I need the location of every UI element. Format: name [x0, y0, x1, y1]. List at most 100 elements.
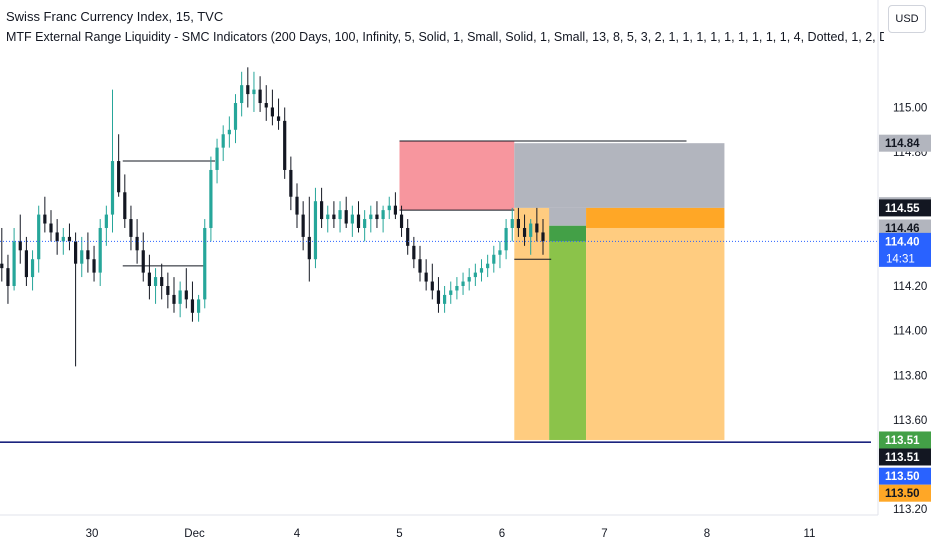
candle-59 [350, 205, 354, 237]
candle-body [393, 205, 397, 215]
candle-body [147, 272, 151, 286]
candle-body [6, 268, 10, 286]
price-tag-7: 113.50 [879, 484, 931, 502]
y-tick-label: 113.80 [893, 370, 927, 382]
price-tag-0: 114.84 [879, 134, 931, 152]
candle-body [37, 214, 41, 260]
candle-body [449, 290, 453, 295]
axes: 113.20113.60113.80114.00114.20114.80115.… [0, 0, 927, 540]
candle-2 [0, 227, 4, 282]
x-tick-label: 5 [396, 528, 402, 540]
candle-body [153, 277, 158, 286]
candle-body [190, 299, 195, 313]
candle-body [61, 236, 65, 242]
candle-body [110, 161, 115, 215]
candle-60 [356, 201, 361, 233]
candle-body [203, 227, 207, 300]
candle-body [18, 241, 22, 251]
candle-51 [301, 201, 305, 251]
candle-25 [141, 232, 145, 282]
candle-23 [129, 205, 133, 251]
candle-body [313, 201, 318, 260]
candle-body [295, 196, 299, 215]
candle-82 [492, 245, 496, 273]
premium-zone [399, 140, 515, 211]
candle-61 [363, 210, 367, 242]
candle-body [301, 214, 305, 237]
candle-80 [479, 259, 484, 282]
candle-body [123, 192, 127, 220]
candle-26 [147, 254, 151, 300]
candle-89 [535, 207, 539, 242]
y-tick-label: 115.00 [893, 102, 927, 114]
candle-29 [166, 272, 170, 309]
x-tick-label: 4 [294, 528, 301, 540]
candle-52 [307, 196, 311, 282]
candle-body [98, 227, 102, 273]
x-tick-label: 11 [804, 528, 816, 540]
candle-body [86, 250, 90, 260]
candle-body [270, 107, 274, 117]
candle-body [172, 294, 176, 304]
candle-71 [424, 259, 428, 291]
candle-body [258, 89, 262, 104]
candle-body [479, 268, 484, 273]
candle-78 [467, 268, 471, 291]
candle-69 [412, 236, 416, 269]
candle-body [55, 232, 59, 242]
candle-body [467, 277, 471, 282]
candle-79 [473, 263, 477, 286]
candle-11 [55, 219, 59, 255]
candle-44 [258, 76, 262, 112]
candle-body [412, 245, 416, 260]
candle-body [356, 214, 361, 228]
segments-layer [0, 140, 871, 444]
price-tag-text: 114.46 [885, 223, 920, 235]
candle-body [338, 210, 342, 220]
candle-88 [529, 219, 533, 255]
green-zone [549, 241, 587, 440]
price-tag-5: 113.51 [879, 448, 931, 466]
candle-42 [246, 67, 250, 108]
price-tag-bg [879, 219, 931, 237]
candle-body [418, 259, 422, 273]
price-tag-text: 113.51 [885, 435, 920, 447]
candle-body [276, 116, 281, 121]
candle-body [92, 259, 96, 273]
candle-6 [24, 236, 28, 286]
candle-67 [399, 205, 404, 237]
range-zone-grey [514, 143, 725, 208]
candle-body [424, 272, 428, 282]
candle-body [30, 259, 35, 278]
currency-button[interactable]: USD [888, 5, 926, 33]
candle-68 [406, 219, 410, 255]
candle-body [381, 210, 385, 220]
price-tag-bg [879, 448, 931, 466]
candle-15 [80, 236, 84, 278]
candle-body [129, 219, 133, 237]
candle-77 [461, 272, 465, 295]
candle-body [516, 219, 520, 228]
price-tag-4: 113.51 [879, 431, 931, 449]
candle-body [246, 85, 250, 95]
candle-19 [104, 205, 108, 246]
countdown-timer: 14:31 [886, 253, 915, 265]
candle-16 [86, 232, 90, 273]
candle-46 [270, 89, 274, 126]
candle-body [135, 236, 139, 251]
candle-31 [178, 281, 182, 318]
candle-63 [375, 201, 379, 228]
candle-body [117, 161, 121, 193]
candle-74 [443, 286, 447, 313]
candle-22 [123, 174, 127, 228]
indicator-legend[interactable]: MTF External Range Liquidity - SMC Indic… [6, 30, 884, 44]
candle-86 [516, 207, 520, 237]
candle-body [67, 236, 72, 242]
candle-57 [338, 201, 342, 233]
price-tag-text: 114.55 [885, 203, 920, 215]
candle-62 [369, 205, 373, 233]
price-tag-text: 113.50 [885, 488, 920, 500]
candle-13 [67, 223, 72, 251]
candle-body [529, 223, 533, 237]
